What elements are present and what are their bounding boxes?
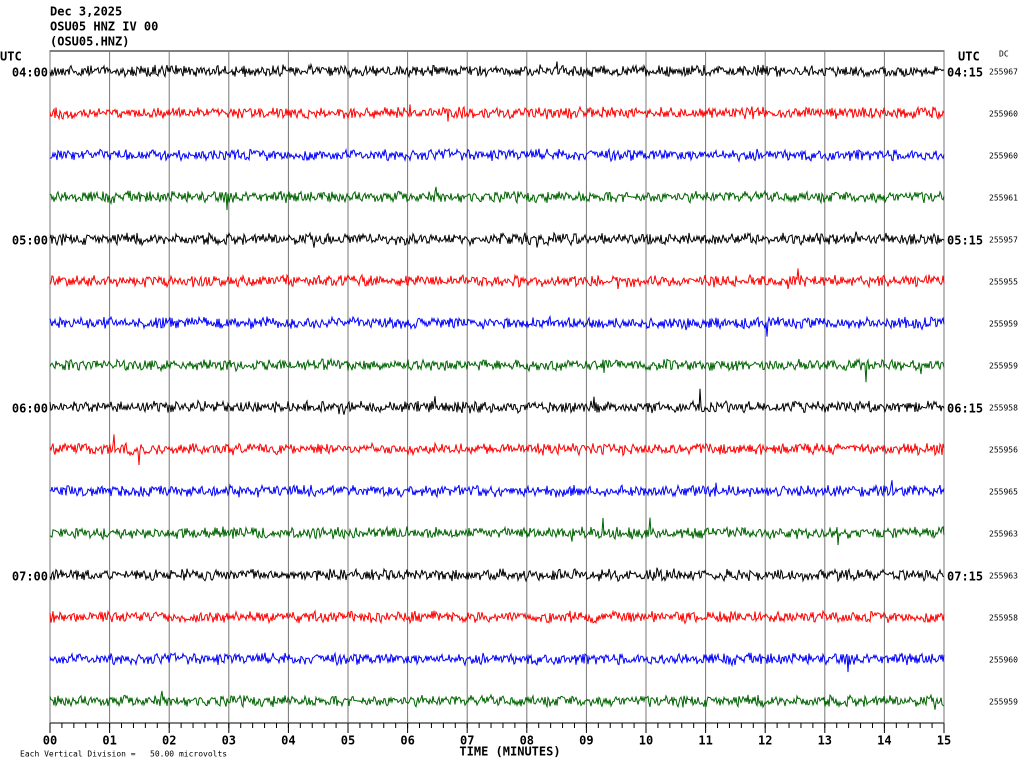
dc-value: 255956 <box>989 446 1018 455</box>
x-tick-label: 01 <box>102 734 116 748</box>
dc-value: 255955 <box>989 278 1018 287</box>
left-axis-label: UTC <box>0 50 22 64</box>
x-tick-label: 07 <box>460 734 474 748</box>
dc-value: 255963 <box>989 530 1018 539</box>
row-end-time: 05:15 <box>947 234 983 248</box>
channel: (OSU05.HNZ) <box>50 35 129 49</box>
x-tick-label: 12 <box>758 734 772 748</box>
dc-value: 255960 <box>989 152 1018 161</box>
row-start-time: 07:00 <box>12 570 48 584</box>
date: Dec 3,2025 <box>50 5 122 19</box>
seismic-trace <box>49 609 945 625</box>
row-start-time: 05:00 <box>12 234 48 248</box>
seismic-trace <box>49 147 945 163</box>
x-tick-label: 05 <box>341 734 355 748</box>
x-tick-label: 08 <box>520 734 534 748</box>
x-tick-label: 03 <box>222 734 236 748</box>
seismic-trace <box>49 186 945 211</box>
row-start-time: 04:00 <box>12 66 48 80</box>
seismic-trace <box>49 690 945 710</box>
dc-value: 255959 <box>989 698 1018 707</box>
dc-value: 255965 <box>989 488 1018 497</box>
seismic-trace <box>49 388 945 415</box>
x-tick-label: 06 <box>400 734 414 748</box>
x-tick-label: 11 <box>698 734 712 748</box>
seismic-trace <box>49 567 945 583</box>
x-tick-label: 13 <box>818 734 832 748</box>
seismic-trace <box>49 104 945 122</box>
scale-note: Each Vertical Division = 50.00 microvolt… <box>20 750 227 759</box>
dc-value: 255960 <box>989 656 1018 665</box>
dc-value: 255957 <box>989 236 1018 245</box>
seismic-trace <box>49 651 945 673</box>
x-tick-label: 09 <box>579 734 593 748</box>
station: OSU05 HNZ IV 00 <box>50 20 158 34</box>
row-end-time: 06:15 <box>947 402 983 416</box>
dc-value: 255960 <box>989 110 1018 119</box>
seismic-trace <box>49 434 945 466</box>
row-end-time: 07:15 <box>947 570 983 584</box>
seismic-trace <box>49 314 945 337</box>
x-tick-label: 10 <box>639 734 653 748</box>
x-tick-label: 00 <box>43 734 57 748</box>
x-axis-label: TIME (MINUTES) <box>459 745 560 759</box>
dc-label: DC <box>999 50 1009 59</box>
seismic-trace <box>49 268 945 290</box>
seismic-trace <box>49 231 945 248</box>
x-tick-label: 15 <box>937 734 951 748</box>
dc-value: 255958 <box>989 614 1018 623</box>
dc-value: 255959 <box>989 362 1018 371</box>
row-end-time: 04:15 <box>947 66 983 80</box>
dc-value: 255958 <box>989 404 1018 413</box>
x-tick-label: 02 <box>162 734 176 748</box>
seismic-trace <box>49 480 945 499</box>
row-start-time: 06:00 <box>12 402 48 416</box>
seismic-trace <box>49 517 945 546</box>
right-axis-label: UTC <box>958 50 980 64</box>
dc-value: 255959 <box>989 320 1018 329</box>
dc-value: 255963 <box>989 572 1018 581</box>
dc-value: 255967 <box>989 68 1018 77</box>
x-tick-label: 04 <box>281 734 295 748</box>
dc-value: 255961 <box>989 194 1018 203</box>
seismic-trace <box>49 61 945 79</box>
seismic-trace <box>49 357 945 383</box>
x-tick-label: 14 <box>877 734 891 748</box>
